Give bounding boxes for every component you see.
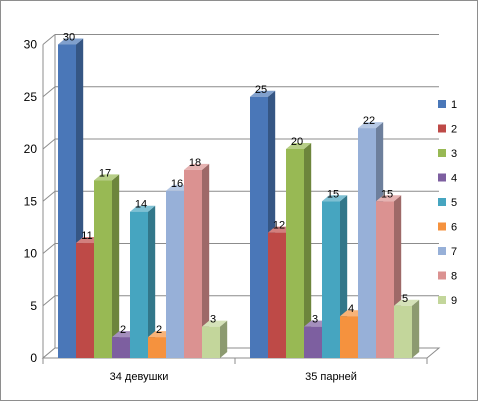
bar-top xyxy=(94,174,120,181)
bar[interactable] xyxy=(286,149,304,358)
legend-swatch xyxy=(438,222,446,231)
legend-swatch xyxy=(438,198,446,206)
bar[interactable] xyxy=(358,128,376,358)
legend-label: 5 xyxy=(451,197,457,209)
y-tick-label: 10 xyxy=(24,247,38,261)
gridline-side xyxy=(42,243,56,254)
data-label: 22 xyxy=(363,115,375,127)
category-label: 35 парней xyxy=(305,371,357,383)
data-label: 15 xyxy=(381,188,393,200)
data-label: 18 xyxy=(189,157,201,169)
data-label: 3 xyxy=(312,314,318,326)
bar[interactable] xyxy=(376,201,394,358)
gridline-side xyxy=(42,34,56,45)
legend-label: 4 xyxy=(451,173,457,185)
bar[interactable] xyxy=(250,96,268,358)
bar[interactable] xyxy=(148,337,166,358)
data-label: 11 xyxy=(81,230,92,242)
legend-swatch xyxy=(438,149,446,157)
data-label: 17 xyxy=(99,167,111,179)
bar[interactable] xyxy=(394,305,412,358)
bar-top xyxy=(358,122,384,129)
data-label: 3 xyxy=(210,314,216,326)
bar[interactable] xyxy=(268,232,286,358)
legend-label: 9 xyxy=(451,295,457,307)
bar[interactable] xyxy=(304,326,322,358)
bar-top xyxy=(250,90,276,97)
bar[interactable] xyxy=(58,44,76,359)
y-tick-label: 0 xyxy=(30,351,37,365)
data-label: 2 xyxy=(156,324,162,336)
bar[interactable] xyxy=(202,326,220,358)
data-label: 12 xyxy=(273,220,285,232)
bar-side xyxy=(304,143,312,358)
y-tick-label: 25 xyxy=(24,90,38,104)
legend-label: 7 xyxy=(451,246,457,258)
bar-top xyxy=(184,163,210,170)
bar[interactable] xyxy=(76,243,94,358)
legend-label: 8 xyxy=(451,271,457,283)
legend-label: 3 xyxy=(451,148,457,160)
data-label: 30 xyxy=(63,32,75,44)
y-tick-label: 20 xyxy=(24,142,38,156)
data-label: 25 xyxy=(255,84,267,96)
y-tick-label: 5 xyxy=(30,299,37,313)
legend-label: 2 xyxy=(451,124,457,136)
bar[interactable] xyxy=(184,169,202,358)
bar-top xyxy=(58,38,84,45)
legend-swatch xyxy=(438,271,446,280)
y-tick-label: 15 xyxy=(24,194,38,208)
y-tick-label: 30 xyxy=(24,38,38,52)
bar-top xyxy=(286,143,312,149)
legend-swatch xyxy=(438,173,446,182)
data-label: 20 xyxy=(291,136,303,148)
gridline-side xyxy=(42,138,56,150)
bar[interactable] xyxy=(340,316,358,358)
bar-side xyxy=(112,174,120,358)
bar-top xyxy=(130,205,156,212)
category-label: 34 девушки xyxy=(110,371,169,383)
bar[interactable] xyxy=(112,337,130,358)
bar-side xyxy=(148,205,156,358)
gridline-side xyxy=(42,295,56,307)
legend-swatch xyxy=(438,100,446,108)
bar-top xyxy=(322,195,348,202)
data-label: 15 xyxy=(327,188,339,200)
legend-swatch xyxy=(438,124,446,133)
data-label: 14 xyxy=(135,199,147,211)
data-label: 5 xyxy=(402,293,408,305)
bar-top xyxy=(394,299,420,306)
gridline-side xyxy=(42,190,56,202)
bar[interactable] xyxy=(94,180,112,358)
bar-side xyxy=(202,163,210,358)
bar[interactable] xyxy=(166,190,184,358)
data-label: 16 xyxy=(171,178,183,190)
legend-label: 6 xyxy=(451,222,457,234)
bar-side xyxy=(412,299,420,358)
legend-swatch xyxy=(438,296,446,304)
legend-label: 1 xyxy=(451,99,457,111)
bar-top xyxy=(202,320,228,327)
data-label: 2 xyxy=(120,324,126,336)
gridline-side xyxy=(42,86,56,98)
legend-swatch xyxy=(438,247,446,255)
bar-top xyxy=(376,195,402,202)
bar-side xyxy=(220,320,228,358)
bar[interactable] xyxy=(322,201,340,358)
data-label: 4 xyxy=(348,303,354,315)
bar[interactable] xyxy=(130,211,148,358)
